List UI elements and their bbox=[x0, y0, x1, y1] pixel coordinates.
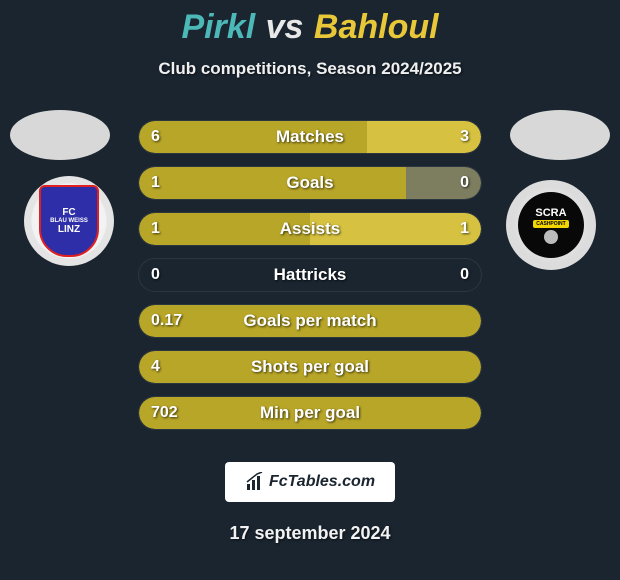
stat-row: Matches6 3 bbox=[138, 120, 482, 154]
stat-value-right: 0 bbox=[460, 167, 469, 199]
stat-row: Goals1 0 bbox=[138, 166, 482, 200]
stat-value-left: 6 bbox=[151, 121, 160, 153]
stat-label: Goals per match bbox=[139, 305, 481, 337]
stat-label: Goals bbox=[139, 167, 481, 199]
avatar-placeholder-icon bbox=[10, 110, 110, 160]
stat-label: Hattricks bbox=[139, 259, 481, 291]
stat-value-left: 702 bbox=[151, 397, 178, 429]
ball-icon bbox=[544, 230, 558, 244]
stat-value-right: 0 bbox=[460, 259, 469, 291]
club2-line2: CASHPOINT bbox=[533, 220, 568, 228]
player2-avatar bbox=[510, 110, 610, 170]
subtitle: Club competitions, Season 2024/2025 bbox=[0, 59, 620, 79]
stat-row: Shots per goal4 bbox=[138, 350, 482, 384]
stat-row: Hattricks0 0 bbox=[138, 258, 482, 292]
player2-club-logo: SCRA CASHPOINT bbox=[506, 180, 596, 270]
stat-row: Assists1 1 bbox=[138, 212, 482, 246]
stat-value-left: 0.17 bbox=[151, 305, 182, 337]
club1-line1: FC bbox=[62, 207, 75, 218]
stat-value-left: 1 bbox=[151, 167, 160, 199]
player1-club-logo: FC BLAU WEISS LINZ bbox=[24, 176, 114, 266]
brand-text: FcTables.com bbox=[269, 473, 375, 491]
stat-value-right: 3 bbox=[460, 121, 469, 153]
stat-value-left: 4 bbox=[151, 351, 160, 383]
stat-row: Goals per match0.17 bbox=[138, 304, 482, 338]
player1-name: Pirkl bbox=[181, 8, 255, 46]
player2-name: Bahloul bbox=[314, 8, 439, 46]
club-circle-icon: SCRA CASHPOINT bbox=[518, 192, 584, 258]
vs-label: vs bbox=[266, 8, 304, 46]
stat-label: Assists bbox=[139, 213, 481, 245]
footer-date: 17 september 2024 bbox=[0, 523, 620, 544]
club1-line2: BLAU WEISS bbox=[50, 218, 88, 225]
stat-value-left: 1 bbox=[151, 213, 160, 245]
player1-avatar bbox=[10, 110, 110, 170]
stat-label: Shots per goal bbox=[139, 351, 481, 383]
stat-value-right: 1 bbox=[460, 213, 469, 245]
chart-icon bbox=[245, 472, 265, 492]
stat-label: Matches bbox=[139, 121, 481, 153]
comparison-title: Pirkl vs Bahloul bbox=[0, 0, 620, 47]
stat-label: Min per goal bbox=[139, 397, 481, 429]
stat-row: Min per goal702 bbox=[138, 396, 482, 430]
club2-line1: SCRA bbox=[535, 207, 566, 219]
comparison-bars: Matches63Goals10Assists11Hattricks00Goal… bbox=[138, 120, 482, 442]
brand-logo: FcTables.com bbox=[225, 462, 395, 502]
club1-line3: LINZ bbox=[58, 224, 80, 235]
club-shield-icon: FC BLAU WEISS LINZ bbox=[39, 185, 99, 257]
stat-value-left: 0 bbox=[151, 259, 160, 291]
avatar-placeholder-icon bbox=[510, 110, 610, 160]
